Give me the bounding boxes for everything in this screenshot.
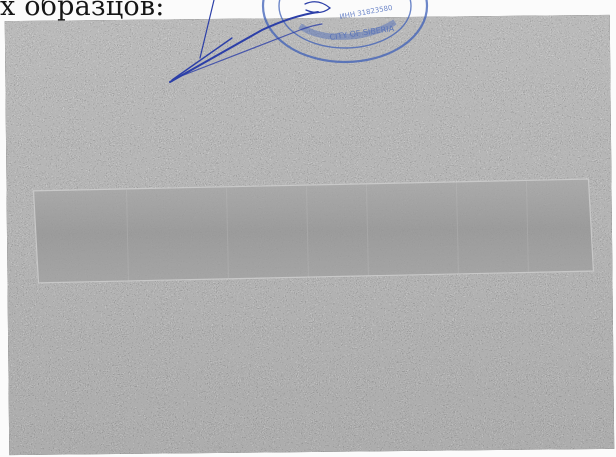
test-strip	[32, 178, 595, 284]
aggregate-sample-photo	[4, 14, 615, 456]
caption-text: х образцов:	[0, 0, 165, 22]
photo-texture	[4, 14, 615, 456]
signature	[169, 0, 332, 83]
stamp-inn-text: ИНН 31823580	[339, 4, 393, 21]
official-stamp: ИНН 31823580 CITY OF SIBERIA	[261, 0, 429, 64]
